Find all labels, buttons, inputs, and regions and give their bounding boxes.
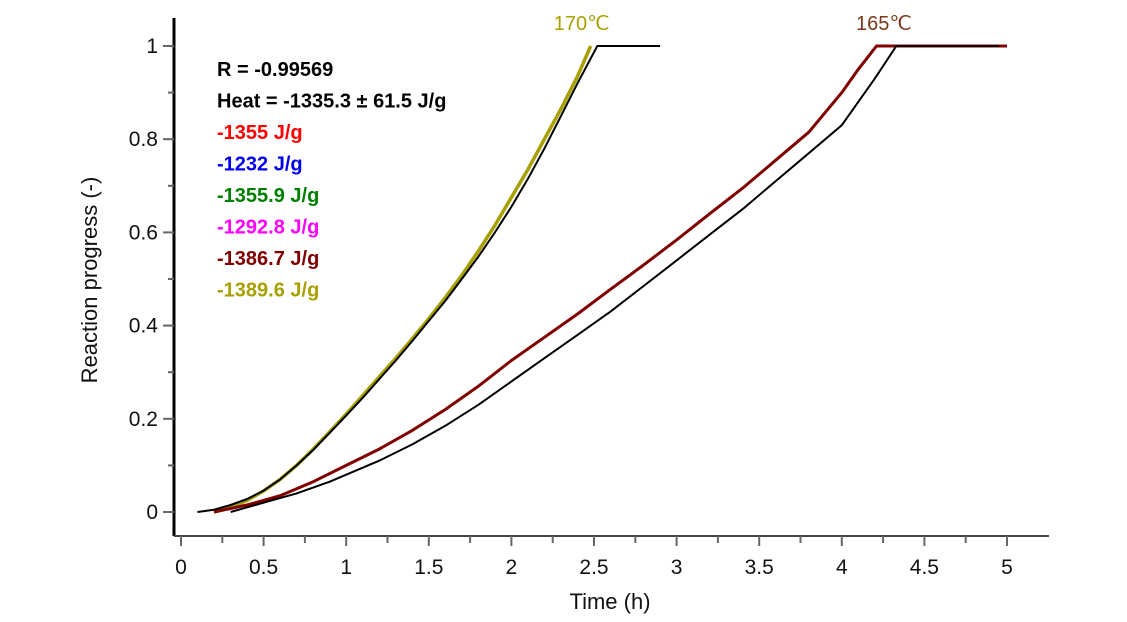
axes: 0 0.2 0.4 0.6 0.8 1 0 0.5 1 1.5 2 2.5 3 3.5 4 4.5 5 <box>129 18 1049 579</box>
stats-annotation: -1355 J/g <box>217 122 303 144</box>
x-tick-label: 4.5 <box>910 556 939 579</box>
series-line-3 <box>230 45 999 513</box>
x-tick-label: 1.5 <box>414 556 443 579</box>
y-tick-label: 0.2 <box>129 408 158 431</box>
stats-annotation: -1292.8 J/g <box>217 217 319 239</box>
stats-annotation: Heat = -1335.3 ± 61.5 J/g <box>217 91 446 113</box>
stats-annotation: -1232 J/g <box>217 154 303 176</box>
y-axis-title: Reaction progress (-) <box>77 177 102 384</box>
temperature-label: 170℃ <box>554 13 610 35</box>
stats-annotation: -1389.6 J/g <box>217 280 319 302</box>
x-tick-label: 2.5 <box>579 556 608 579</box>
y-tick-label: 1 <box>146 35 158 58</box>
y-tick-label: 0 <box>146 501 158 524</box>
x-tick-label: 5 <box>1001 556 1013 579</box>
stats-annotation: R = -0.99569 <box>217 59 333 81</box>
y-tick-label: 0.6 <box>129 221 158 244</box>
stats-annotation: -1386.7 J/g <box>217 248 319 270</box>
x-tick-label: 1 <box>340 556 352 579</box>
series-group <box>197 44 1007 514</box>
x-tick-label: 3 <box>671 556 683 579</box>
x-tick-label: 4 <box>836 556 848 579</box>
x-tick-label: 2 <box>506 556 518 579</box>
x-tick-label: 0.5 <box>249 556 278 579</box>
x-tick-label: 3.5 <box>745 556 774 579</box>
y-tick-label: 0.4 <box>129 315 159 338</box>
series-line-2 <box>213 44 1007 514</box>
stats-annotation: -1355.9 J/g <box>217 185 319 207</box>
y-tick-label: 0.8 <box>129 128 158 151</box>
x-tick-label: 0 <box>175 556 187 579</box>
temperature-label: 165℃ <box>856 13 912 35</box>
annotations: R = -0.99569 Heat = -1335.3 ± 61.5 J/g -13… <box>217 13 912 302</box>
x-axis-title: Time (h) <box>569 589 650 614</box>
series-line-1 <box>197 45 661 513</box>
